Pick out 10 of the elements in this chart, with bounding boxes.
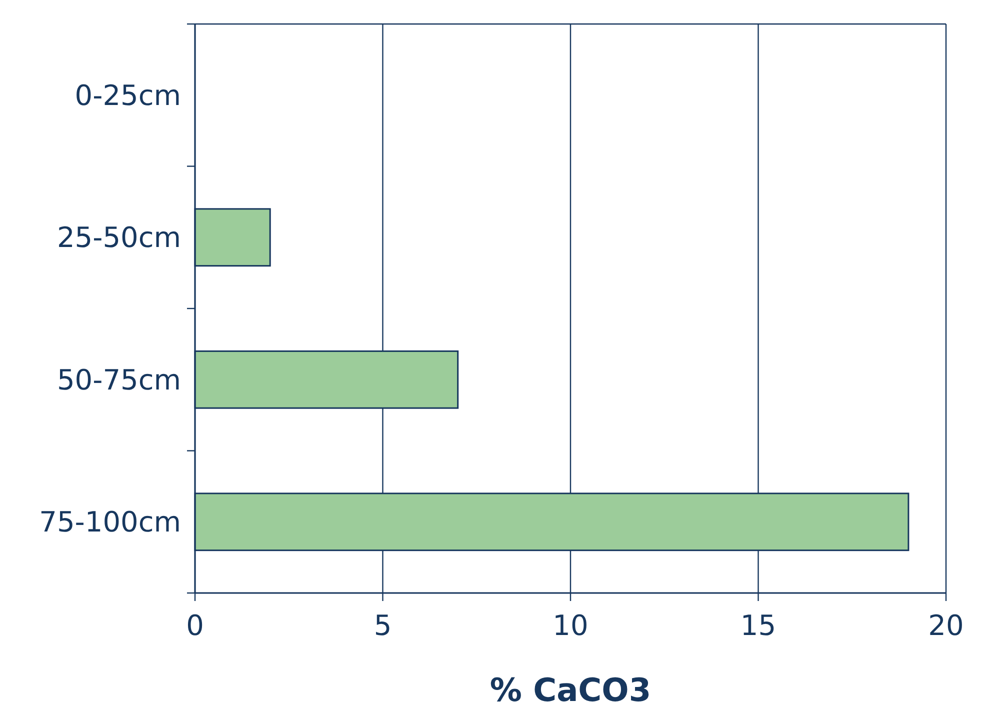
x-tick-label: 20 <box>928 609 964 642</box>
x-tick-label: 5 <box>374 609 392 642</box>
y-tick-label: 75-100cm <box>39 506 181 539</box>
x-axis-title: % CaCO3 <box>490 671 652 709</box>
y-tick-label: 25-50cm <box>56 221 181 254</box>
y-tick-label: 0-25cm <box>74 78 181 112</box>
x-tick-label: 0 <box>186 609 204 642</box>
x-tick-label: 15 <box>740 609 776 642</box>
x-tick-label: 10 <box>552 609 588 642</box>
y-tick-label: 50-75cm <box>56 363 181 396</box>
